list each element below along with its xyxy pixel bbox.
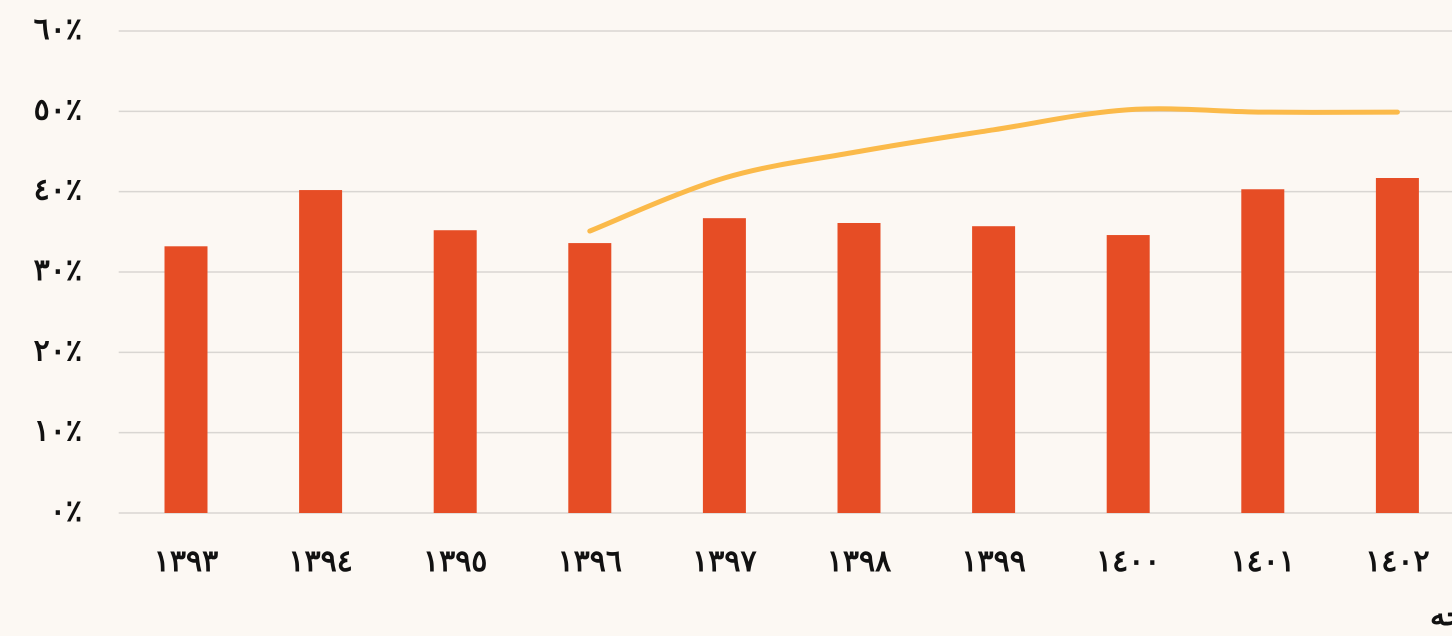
x-tick-label: ١٤٠١ bbox=[1231, 544, 1295, 579]
x-tick-label: ١٤٠٢ bbox=[1365, 544, 1429, 579]
x-tick-label: ١٣٩٣ bbox=[154, 544, 218, 579]
bar bbox=[1241, 189, 1285, 514]
bar bbox=[702, 218, 746, 513]
x-axis-label: لایحه bbox=[1430, 598, 1452, 633]
y-tick-label: ٥٠٪ bbox=[34, 92, 82, 127]
bar bbox=[433, 230, 477, 513]
x-tick-label: ١٣٩٩ bbox=[961, 544, 1025, 579]
bar bbox=[299, 190, 343, 513]
x-tick-label: ١٤٠٠ bbox=[1096, 544, 1160, 579]
x-tick-label: ١٣٩٦ bbox=[558, 544, 622, 579]
bar bbox=[568, 243, 612, 513]
x-tick-label: ١٣٩٤ bbox=[288, 544, 352, 579]
x-tick-label: ١٣٩٧ bbox=[692, 544, 757, 579]
line bbox=[587, 106, 1400, 234]
bar bbox=[972, 226, 1016, 513]
x-tick-label: ١٣٩٥ bbox=[423, 544, 487, 579]
bar bbox=[837, 222, 881, 513]
y-tick-label: ٦٠٪ bbox=[34, 12, 82, 47]
y-tick-label: ٣٠٪ bbox=[34, 253, 82, 288]
bar bbox=[164, 246, 208, 513]
x-tick-label: ١٣٩٨ bbox=[827, 544, 892, 579]
bar bbox=[1106, 235, 1150, 513]
y-tick-label: ١٠٪ bbox=[34, 414, 82, 449]
y-tick-label: ٠٪ bbox=[50, 494, 82, 529]
y-tick-label: ٤٠٪ bbox=[34, 173, 82, 208]
bar bbox=[1375, 178, 1419, 513]
y-tick-label: ٢٠٪ bbox=[34, 333, 82, 368]
